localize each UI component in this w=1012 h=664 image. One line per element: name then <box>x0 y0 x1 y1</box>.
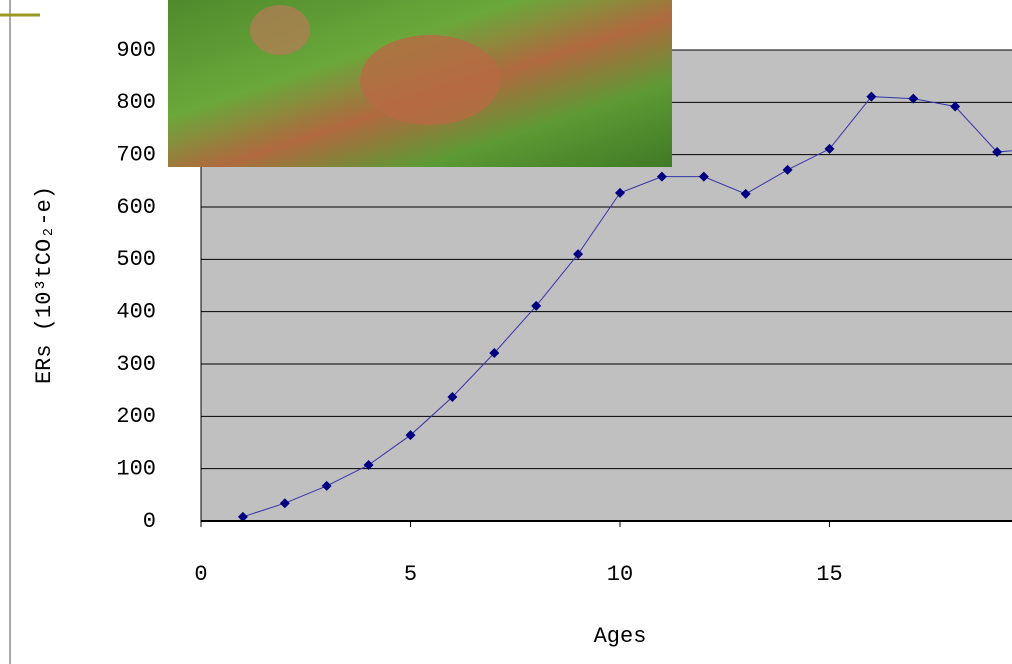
y-tick-label: 100 <box>116 456 156 481</box>
page: {"chart_data": {"type": "line", "x_label… <box>0 0 1012 664</box>
y-tick-label: 900 <box>116 38 156 63</box>
y-tick-label: 700 <box>116 142 156 167</box>
x-tick-label: 0 <box>194 562 207 587</box>
x-axis-title: Ages <box>594 624 647 649</box>
y-tick-label: 300 <box>116 352 156 377</box>
y-tick-label: 600 <box>116 195 156 220</box>
x-tick-label: 15 <box>816 562 842 587</box>
x-tick-label: 5 <box>404 562 417 587</box>
y-tick-label: 0 <box>143 509 156 534</box>
y-tick-label: 500 <box>116 247 156 272</box>
chart: Ages ERs (10³tCO₂-e) 0100200300400500600… <box>0 0 1012 664</box>
y-axis-title: ERs (10³tCO₂-e) <box>32 186 57 384</box>
photo-detail <box>250 5 310 55</box>
photo-detail <box>360 35 500 125</box>
y-tick-label: 400 <box>116 299 156 324</box>
x-tick-label: 10 <box>607 562 633 587</box>
y-tick-label: 200 <box>116 404 156 429</box>
y-tick-label: 800 <box>116 90 156 115</box>
